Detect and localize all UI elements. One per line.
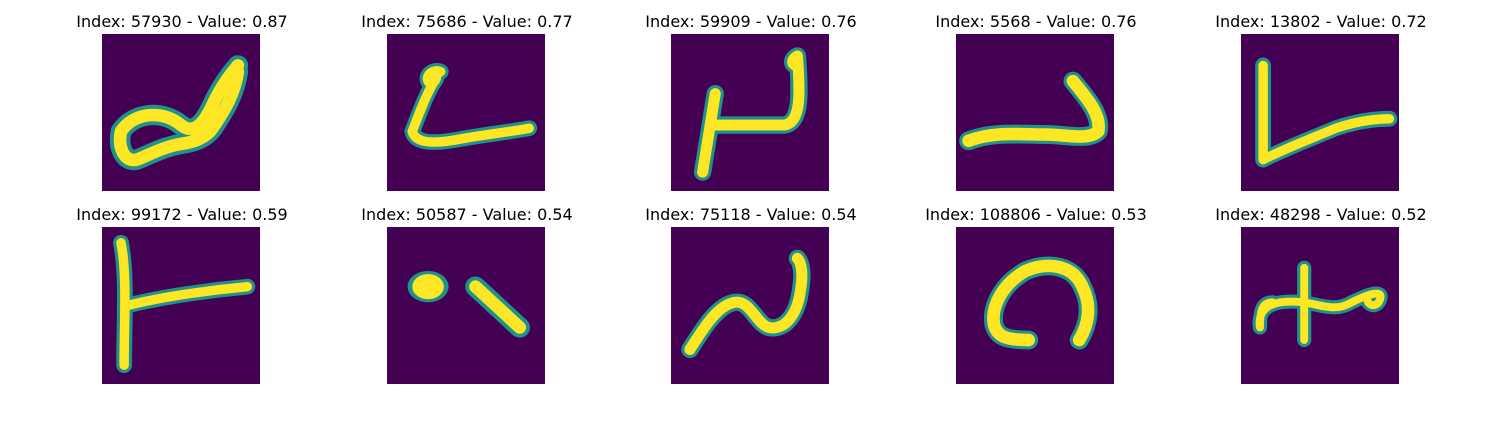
panel-title: Index: 13802 - Value: 0.72 <box>1215 12 1427 31</box>
image-panel-3: Index: 59909 - Value: 0.76 <box>645 12 857 232</box>
handwritten-glyph-image <box>102 227 260 384</box>
handwritten-glyph-image <box>671 34 829 191</box>
handwritten-glyph-image <box>671 227 829 384</box>
image-panel-8: Index: 75118 - Value: 0.54 <box>645 205 857 425</box>
image-panel-7: Index: 50587 - Value: 0.54 <box>361 205 573 425</box>
panel-title: Index: 99172 - Value: 0.59 <box>76 205 288 224</box>
panel-title: Index: 75686 - Value: 0.77 <box>361 12 573 31</box>
panel-title: Index: 57930 - Value: 0.87 <box>76 12 288 31</box>
panel-title: Index: 5568 - Value: 0.76 <box>935 12 1137 31</box>
image-panel-10: Index: 48298 - Value: 0.52 <box>1215 205 1427 425</box>
image-panel-6: Index: 99172 - Value: 0.59 <box>76 205 288 425</box>
handwritten-glyph-image <box>956 34 1114 191</box>
image-panel-1: Index: 57930 - Value: 0.87 <box>76 12 288 232</box>
handwritten-glyph-image <box>387 227 545 384</box>
panel-title: Index: 75118 - Value: 0.54 <box>645 205 857 224</box>
handwritten-glyph-image <box>102 34 260 191</box>
handwritten-glyph-image <box>1241 34 1399 191</box>
image-panel-2: Index: 75686 - Value: 0.77 <box>361 12 573 232</box>
image-panel-4: Index: 5568 - Value: 0.76 <box>935 12 1137 232</box>
image-panel-9: Index: 108806 - Value: 0.53 <box>925 205 1147 425</box>
handwritten-glyph-image <box>956 227 1114 384</box>
panel-title: Index: 59909 - Value: 0.76 <box>645 12 857 31</box>
image-panel-5: Index: 13802 - Value: 0.72 <box>1215 12 1427 232</box>
panel-title: Index: 50587 - Value: 0.54 <box>361 205 573 224</box>
panel-title: Index: 48298 - Value: 0.52 <box>1215 205 1427 224</box>
handwritten-glyph-image <box>387 34 545 191</box>
panel-title: Index: 108806 - Value: 0.53 <box>925 205 1147 224</box>
handwritten-glyph-image <box>1241 227 1399 384</box>
